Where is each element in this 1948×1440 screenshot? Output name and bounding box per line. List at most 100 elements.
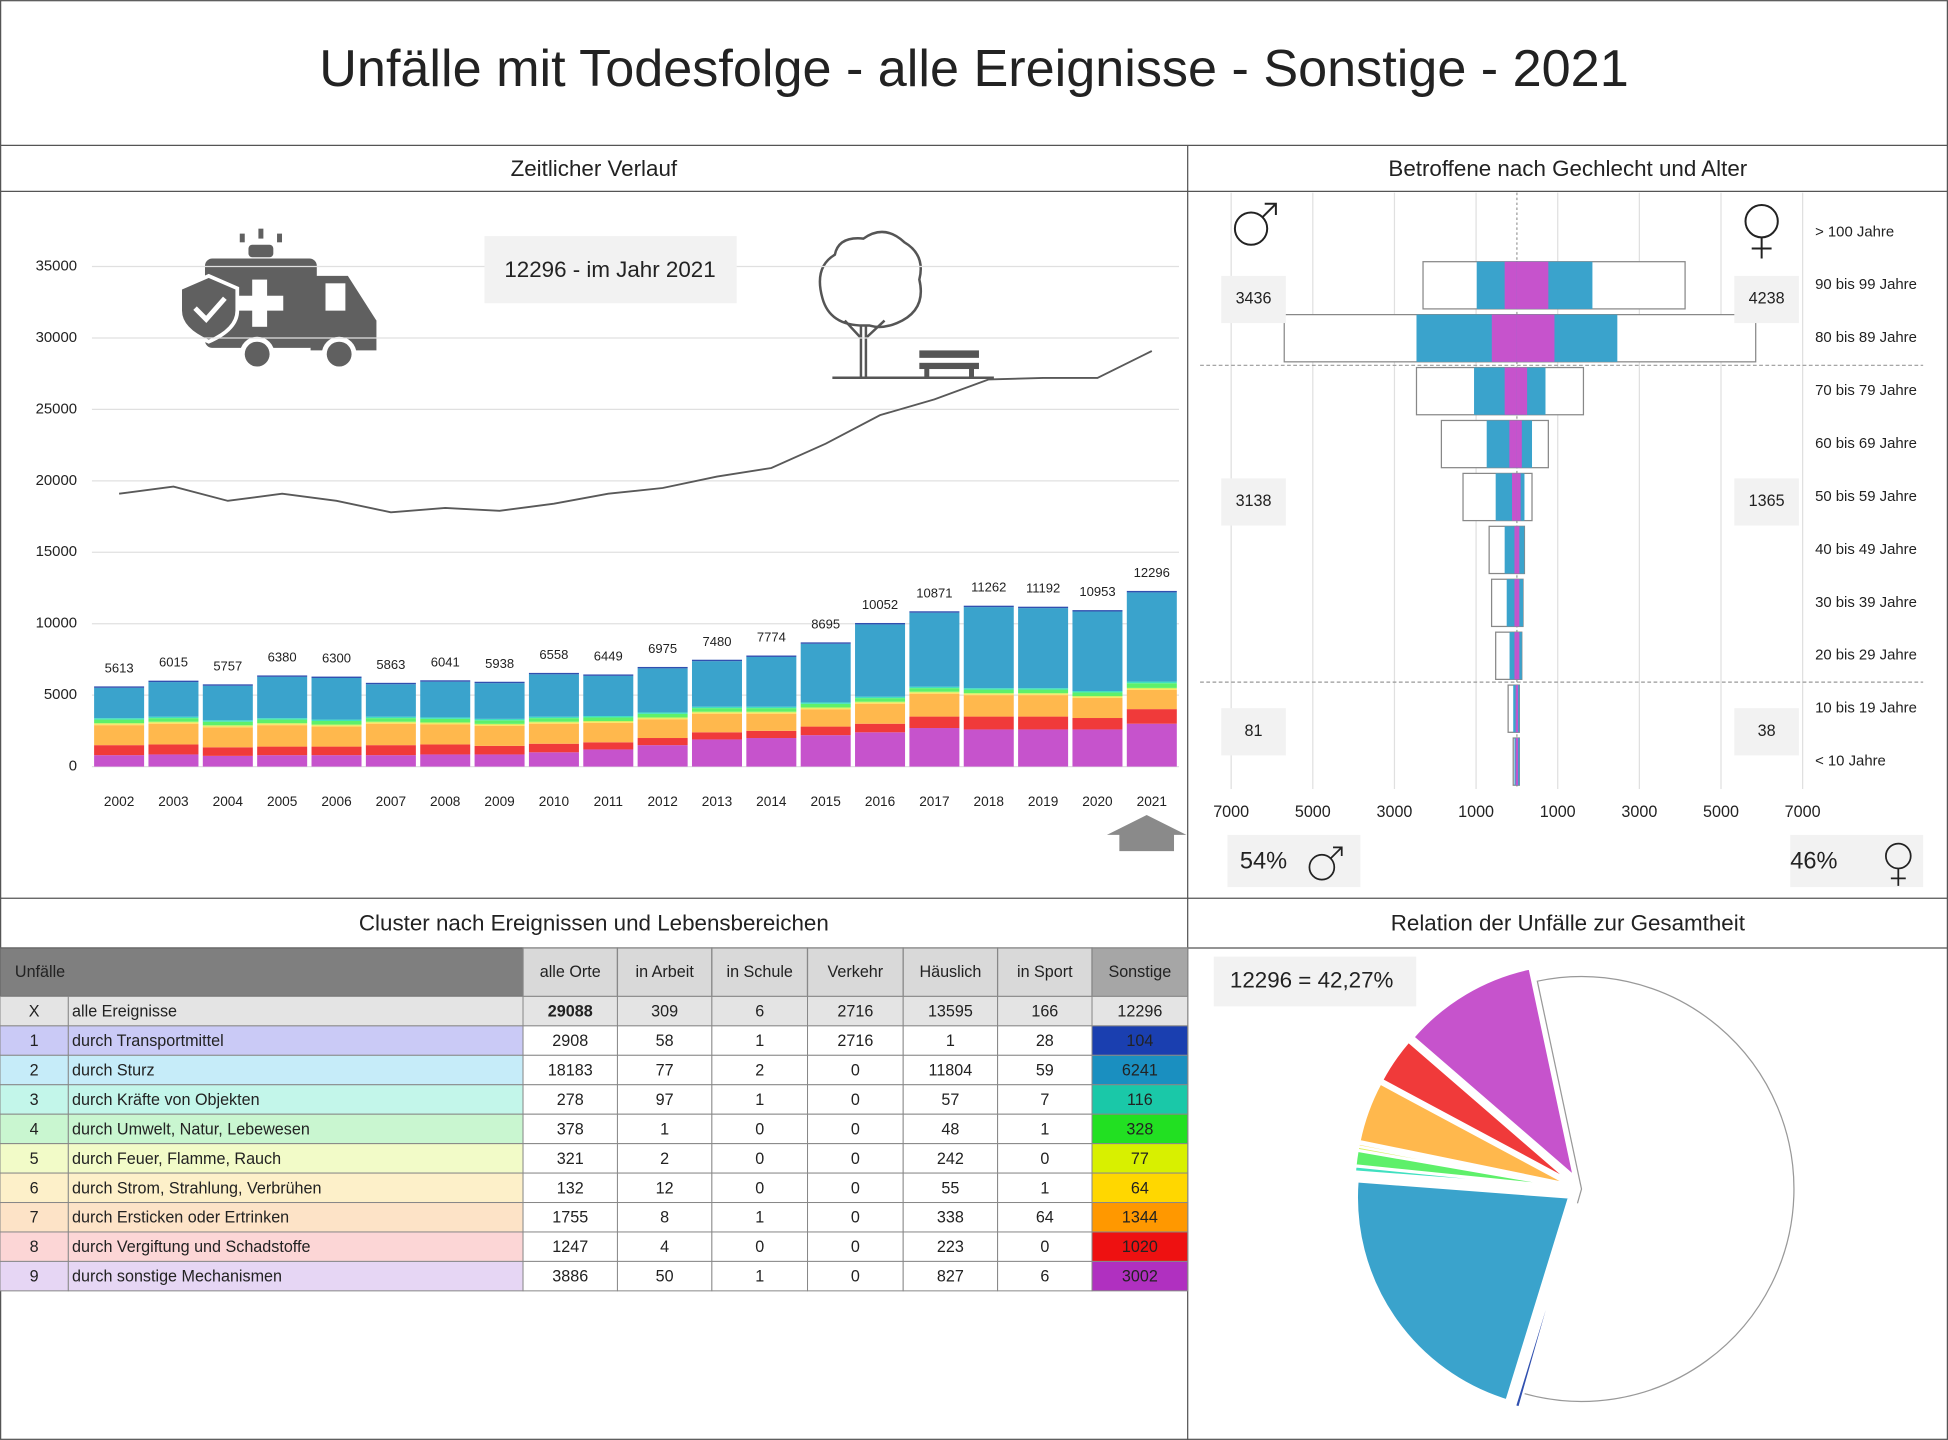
bar-segment	[691, 708, 742, 712]
bar-segment	[637, 666, 688, 669]
table-value: 2716	[837, 1032, 873, 1050]
table-value: 2716	[837, 1003, 873, 1021]
table-cell	[616, 1231, 713, 1262]
table-value: 6	[30, 1179, 39, 1197]
table-cell	[0, 1260, 69, 1292]
bar-segment	[800, 707, 851, 709]
header-cell	[996, 947, 1093, 998]
bar-segment	[691, 659, 742, 662]
page-title: Unfälle mit Todesfolge - alle Ereignisse…	[319, 40, 1628, 98]
bar-segment	[691, 739, 742, 767]
pie-slice	[1357, 1081, 1569, 1186]
table-cell	[902, 995, 999, 1027]
table-cell	[522, 1231, 618, 1262]
table-value: 1247	[552, 1238, 588, 1256]
table-value: 2	[30, 1062, 39, 1080]
bar-segment	[583, 716, 634, 718]
bar	[1515, 685, 1517, 733]
bar-segment	[474, 723, 525, 726]
bar-segment	[637, 718, 688, 720]
table-cell	[902, 1025, 999, 1056]
bar-segment	[691, 711, 742, 713]
age-label: 90 bis 99 Jahre	[1815, 277, 1917, 293]
bench-icon	[919, 350, 979, 378]
table-value: 77	[1131, 1150, 1149, 1168]
age-label: > 100 Jahre	[1815, 224, 1894, 240]
bar	[1516, 473, 1525, 521]
bar-segment	[963, 729, 1014, 767]
bar-segment	[474, 718, 525, 721]
table-value: 57	[941, 1091, 959, 1109]
bar-segment	[746, 708, 797, 712]
table-cell	[711, 1084, 809, 1115]
bar-segment	[1126, 592, 1177, 682]
bar-segment	[800, 703, 851, 708]
bar-segment	[800, 708, 851, 710]
table-value: 8	[660, 1209, 669, 1227]
bar-segment	[909, 688, 960, 692]
bar-segment	[583, 717, 634, 722]
row-label: durch Sturz	[72, 1062, 155, 1080]
bar-segment	[746, 712, 797, 714]
table-value: 2	[660, 1150, 669, 1168]
bar-segment	[311, 719, 362, 722]
bar	[1504, 261, 1517, 309]
bar-segment	[365, 745, 416, 756]
bar-segment	[800, 735, 851, 767]
table-value: 1	[1040, 1120, 1049, 1138]
bar-segment	[257, 746, 308, 756]
bar	[1495, 473, 1517, 521]
table-value: 278	[557, 1091, 584, 1109]
table-cell	[1091, 1143, 1189, 1174]
bar-segment	[1072, 698, 1123, 719]
table-cell	[67, 1084, 524, 1115]
y-tick-label: 5000	[44, 687, 77, 703]
group-total-box	[1221, 708, 1286, 756]
male-symbol	[1233, 202, 1277, 246]
bar-segment	[148, 744, 199, 755]
x-tick-label: 2013	[702, 794, 732, 809]
bar-segment	[202, 726, 253, 728]
bar-segment	[202, 685, 253, 721]
pie-slice	[1356, 1141, 1568, 1188]
bar	[1509, 632, 1517, 680]
annotation: 12296 = 42,27%	[1230, 967, 1394, 992]
bar	[1491, 314, 1517, 362]
table-value: 0	[851, 1150, 860, 1168]
x-tick-label: 3000	[1376, 803, 1412, 821]
header-label: Sonstige	[1108, 963, 1171, 981]
y-tick-label: 25000	[36, 401, 77, 417]
table-cell	[1091, 1113, 1189, 1145]
table-cell	[997, 1231, 1093, 1262]
bar-segment	[691, 713, 742, 733]
bar-segment	[1126, 709, 1177, 724]
bar-segment	[528, 723, 579, 744]
bar-segment	[202, 725, 253, 727]
share-label: 46%	[1790, 848, 1837, 874]
bar-segment	[855, 703, 906, 724]
age-label: 30 bis 39 Jahre	[1815, 595, 1917, 611]
bar-segment	[420, 722, 471, 724]
table-value: 6	[755, 1003, 764, 1021]
group-total-box	[1734, 478, 1799, 526]
bar	[1516, 526, 1520, 574]
bar-segment	[1126, 723, 1177, 767]
table-cell	[522, 1260, 618, 1292]
group-total: 3138	[1236, 492, 1272, 510]
pie-slice	[1380, 1039, 1571, 1182]
x-tick-label: 7000	[1785, 803, 1821, 821]
table-value: 321	[557, 1150, 584, 1168]
age-label: 10 bis 19 Jahre	[1815, 701, 1917, 717]
table-value: 5	[30, 1150, 39, 1168]
bar	[1513, 685, 1517, 733]
table-value: 13595	[928, 1003, 973, 1021]
bar-segment	[1072, 611, 1123, 692]
bar-segment	[528, 752, 579, 767]
row-label: durch Strom, Strahlung, Verbrühen	[72, 1179, 321, 1197]
table-cell	[67, 1054, 524, 1086]
age-label: 80 bis 89 Jahre	[1815, 330, 1917, 346]
table-value: 1344	[1122, 1209, 1158, 1227]
bar-segment	[855, 702, 906, 704]
bar-segment	[257, 724, 308, 726]
